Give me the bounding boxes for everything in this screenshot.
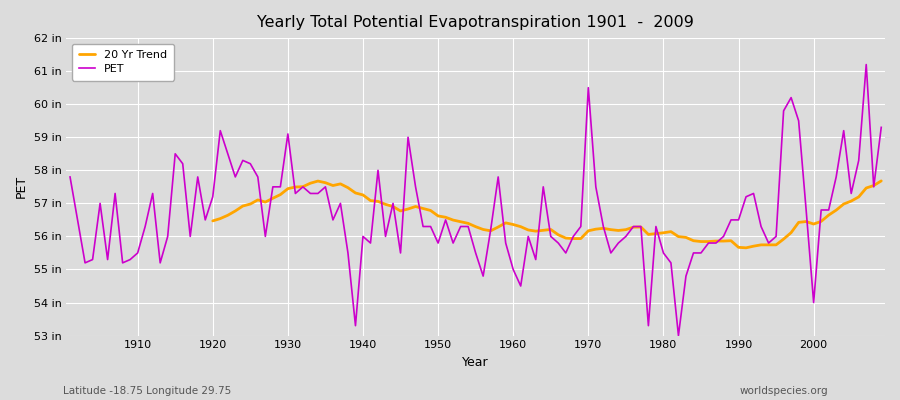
PET	[290, 191, 301, 196]
PET	[673, 333, 684, 338]
PET	[65, 174, 76, 179]
PET	[860, 62, 871, 67]
PET	[335, 201, 346, 206]
Text: worldspecies.org: worldspecies.org	[740, 386, 828, 396]
Line: PET: PET	[70, 64, 881, 336]
Title: Yearly Total Potential Evapotranspiration 1901  -  2009: Yearly Total Potential Evapotranspiratio…	[257, 15, 694, 30]
Legend: 20 Yr Trend, PET: 20 Yr Trend, PET	[72, 44, 174, 80]
Y-axis label: PET: PET	[15, 175, 28, 198]
X-axis label: Year: Year	[463, 356, 489, 369]
PET	[125, 257, 136, 262]
Text: Latitude -18.75 Longitude 29.75: Latitude -18.75 Longitude 29.75	[63, 386, 231, 396]
20 Yr Trend	[741, 246, 751, 250]
20 Yr Trend	[673, 234, 684, 239]
20 Yr Trend	[770, 242, 781, 247]
PET	[598, 224, 608, 229]
20 Yr Trend	[207, 218, 218, 223]
PET	[508, 267, 518, 272]
20 Yr Trend	[853, 194, 864, 199]
20 Yr Trend	[876, 178, 886, 183]
Line: 20 Yr Trend: 20 Yr Trend	[212, 181, 881, 248]
PET	[500, 241, 511, 246]
20 Yr Trend	[298, 184, 309, 189]
20 Yr Trend	[410, 204, 421, 209]
PET	[876, 125, 886, 130]
20 Yr Trend	[786, 230, 796, 235]
